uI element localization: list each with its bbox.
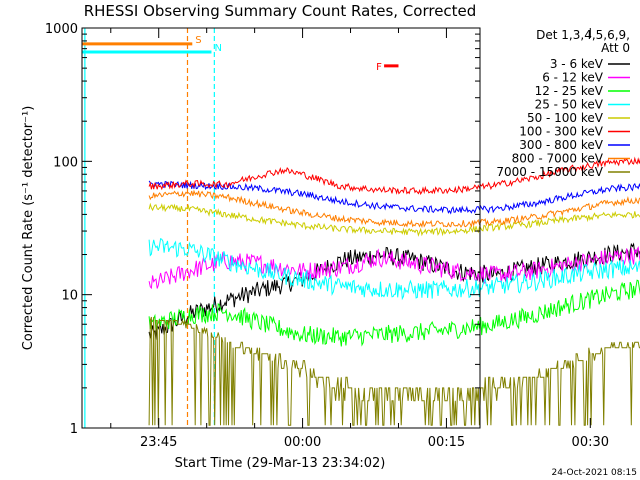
chart-title: RHESSI Observing Summary Count Rates, Co… (84, 2, 477, 20)
flags-layer: S N F (82, 28, 399, 428)
series-50-100-kev (148, 202, 640, 237)
legend-label: 25 - 50 keV (535, 98, 604, 112)
series-line (148, 237, 640, 301)
timestamp: 24-Oct-2021 08:15 (552, 468, 637, 478)
y-axis-label: Corrected Count Rate (s⁻¹ detector⁻¹) (21, 106, 36, 351)
legend-header-line-1: Det 1,3,4,5,6,9, (536, 28, 630, 42)
y-tick-label: 1000 (45, 22, 78, 37)
legend-header-line-2: Att 0 (601, 41, 630, 55)
flag-label-F: F (376, 62, 382, 73)
flag-label-S: S (195, 35, 201, 46)
legend-label: 300 - 800 keV (519, 138, 603, 152)
y-tick-label: 10 (61, 289, 78, 304)
series-line (148, 156, 640, 196)
series-7000-15000-kev (148, 316, 640, 426)
series-line (148, 189, 640, 229)
y-tick-label: 100 (53, 155, 78, 170)
legend-label: 6 - 12 keV (542, 71, 604, 85)
series-6-12-kev (148, 246, 640, 290)
x-tick-label: 00:00 (284, 435, 321, 450)
legend-label: 7000 - 15000 keV (496, 165, 603, 179)
series-12-25-kev (148, 279, 640, 347)
series-300-800-kev (148, 180, 640, 215)
plot-frame (81, 27, 481, 429)
series-line (148, 316, 640, 426)
legend-label: 50 - 100 keV (527, 111, 604, 125)
legend-label: 12 - 25 keV (535, 84, 604, 98)
flag-label-N: N (214, 43, 221, 54)
series-25-50-kev (148, 237, 640, 301)
x-tick-label: 00:30 (572, 435, 609, 450)
x-axis-label: Start Time (29-Mar-13 23:34:02) (175, 456, 386, 471)
series-layer (148, 156, 640, 426)
legend-label: 100 - 300 keV (519, 125, 603, 139)
series-100-300-kev (148, 156, 640, 196)
x-tick-label: 23:45 (140, 435, 177, 450)
legend-label: 800 - 7000 keV (512, 152, 604, 166)
series-line (148, 202, 640, 237)
y-tick-label: 1 (70, 422, 78, 437)
series-800-7000-kev (148, 189, 640, 229)
series-line (148, 180, 640, 215)
series-line (148, 279, 640, 347)
x-tick-label: 00:15 (428, 435, 465, 450)
legend-label: 3 - 6 keV (550, 57, 604, 71)
axes-layer: 110100100023:4500:0000:1500:3000:4501:00… (21, 22, 609, 450)
series-line (148, 246, 640, 290)
